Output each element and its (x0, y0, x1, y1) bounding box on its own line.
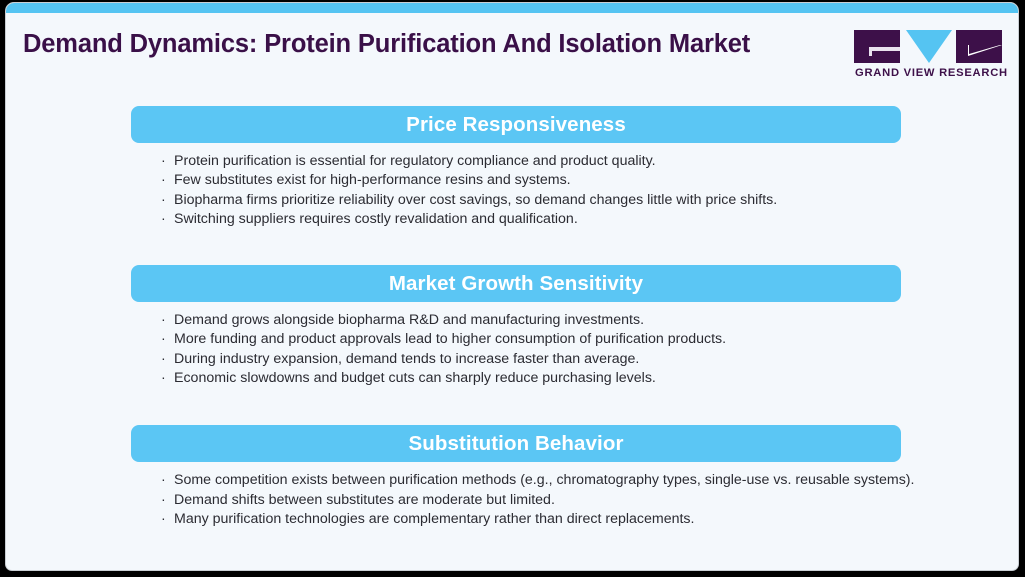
section-header-bar: Price Responsiveness (131, 106, 901, 143)
logo-letter-v-icon (906, 30, 952, 63)
list-item-text: During industry expansion, demand tends … (174, 350, 640, 367)
bullet-dot-icon: · (161, 472, 166, 489)
section-bullet-list: · Protein purification is essential for … (161, 152, 980, 229)
list-item-text: Switching suppliers requires costly reva… (174, 210, 578, 227)
list-item: · During industry expansion, demand tend… (161, 350, 980, 369)
bullet-dot-icon: · (161, 210, 166, 227)
list-item: · Some competition exists between purifi… (161, 471, 980, 490)
list-item-text: Demand shifts between substitutes are mo… (174, 491, 555, 508)
section-substitution-behavior: Substitution Behavior · Some competition… (6, 425, 1018, 529)
list-item-text: Few substitutes exist for high-performan… (174, 172, 571, 189)
section-header-bar: Market Growth Sensitivity (131, 265, 901, 303)
list-item: · Biopharma firms prioritize reliability… (161, 191, 980, 210)
logo-letter-g-icon (854, 30, 900, 63)
logo-letter-r-icon (956, 30, 1002, 63)
list-item: · Switching suppliers requires costly re… (161, 210, 980, 229)
slide-canvas: Demand Dynamics: Protein Purification An… (5, 2, 1019, 571)
grand-view-research-logo: GRAND VIEW RESEARCH (854, 30, 1008, 80)
section-title: Substitution Behavior (408, 431, 624, 455)
page-title: Demand Dynamics: Protein Purification An… (23, 30, 751, 58)
list-item: · Protein purification is essential for … (161, 152, 980, 171)
section-market-growth-sensitivity: Market Growth Sensitivity · Demand grows… (6, 265, 1018, 388)
list-item: · Demand grows alongside biopharma R&D a… (161, 311, 980, 330)
list-item-text: Protein purification is essential for re… (174, 153, 656, 169)
bullet-dot-icon: · (161, 510, 166, 527)
list-item-text: More funding and product approvals lead … (174, 331, 727, 348)
bullet-dot-icon: · (161, 350, 166, 367)
list-item-text: Many purification technologies are compl… (174, 510, 695, 527)
logo-r-wedge-inner-shape (969, 45, 1000, 54)
bullet-dot-icon: · (161, 331, 166, 348)
bullet-dot-icon: · (161, 312, 166, 329)
list-item-text: Economic slowdowns and budget cuts can s… (174, 370, 656, 387)
section-price-responsiveness: Price Responsiveness · Protein purificat… (6, 106, 1018, 229)
section-header-bar: Substitution Behavior (131, 425, 901, 463)
bullet-dot-icon: · (161, 191, 166, 208)
top-accent-bar (6, 3, 1018, 13)
list-item: · More funding and product approvals lea… (161, 330, 980, 349)
list-item-text: Biopharma firms prioritize reliability o… (174, 191, 778, 208)
logo-wordmark: GRAND VIEW RESEARCH (855, 67, 1008, 79)
bullet-dot-icon: · (161, 491, 166, 508)
bullet-dot-icon: · (161, 370, 166, 387)
bullet-dot-icon: · (161, 172, 166, 189)
logo-g-notch-shape (869, 47, 900, 51)
section-title: Price Responsiveness (406, 112, 626, 136)
logo-mark-group (854, 30, 1002, 63)
slide-header: Demand Dynamics: Protein Purification An… (6, 13, 1018, 85)
bullet-dot-icon: · (161, 153, 166, 169)
section-bullet-list: · Demand grows alongside biopharma R&D a… (161, 311, 980, 388)
list-item: · Demand shifts between substitutes are … (161, 491, 980, 510)
list-item: · Economic slowdowns and budget cuts can… (161, 369, 980, 388)
list-item-text: Some competition exists between purifica… (174, 472, 915, 489)
list-item: · Few substitutes exist for high-perform… (161, 171, 980, 190)
section-title: Market Growth Sensitivity (388, 271, 644, 295)
list-item: · Many purification technologies are com… (161, 510, 980, 529)
logo-g-stem-shape (869, 47, 872, 56)
list-item-text: Demand grows alongside biopharma R&D and… (174, 312, 645, 329)
section-bullet-list: · Some competition exists between purifi… (161, 471, 980, 529)
sections-container: Price Responsiveness · Protein purificat… (6, 85, 1018, 529)
